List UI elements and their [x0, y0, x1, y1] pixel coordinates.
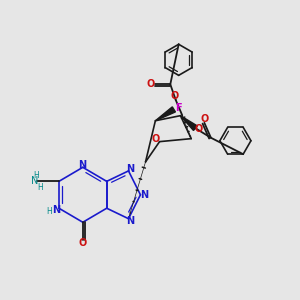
Text: N: N: [31, 176, 38, 186]
Text: H: H: [46, 207, 52, 216]
Text: N: N: [52, 205, 60, 215]
Polygon shape: [181, 116, 197, 130]
Text: O: O: [79, 238, 87, 248]
Text: F: F: [175, 103, 181, 113]
Text: N: N: [78, 160, 86, 170]
Text: N: N: [141, 190, 149, 200]
Polygon shape: [155, 107, 176, 121]
Text: O: O: [170, 91, 178, 101]
Text: O: O: [146, 79, 155, 89]
Text: N: N: [126, 216, 134, 226]
Text: O: O: [200, 114, 208, 124]
Text: N: N: [127, 164, 135, 174]
Text: O: O: [151, 134, 160, 144]
Text: H: H: [34, 172, 39, 181]
Text: O: O: [194, 124, 202, 134]
Text: H: H: [37, 182, 43, 191]
